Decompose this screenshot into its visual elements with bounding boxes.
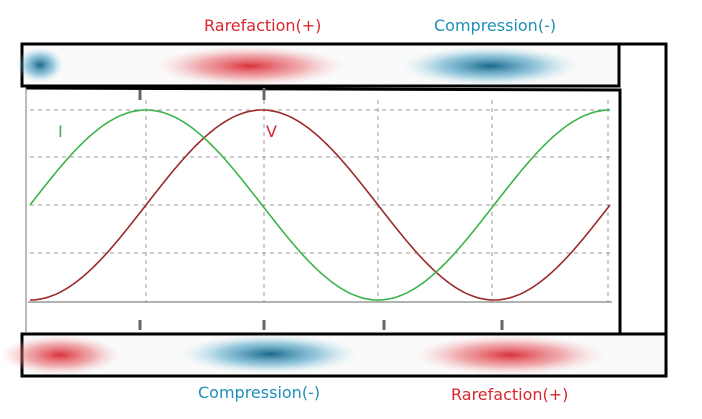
top-compression-left [16, 47, 64, 83]
bottom-compression-zone [180, 334, 360, 374]
grid [30, 100, 610, 302]
bottom-rarefaction-left [0, 335, 120, 375]
top-tube [16, 42, 621, 88]
current-curve [29, 109, 610, 301]
current-label: I [58, 122, 63, 141]
top-compression-label: Compression(-) [434, 16, 557, 35]
outer-frame-connector [619, 42, 668, 376]
bottom-rarefaction-zone [415, 335, 605, 375]
voltage-label: V [266, 122, 277, 141]
bottom-tube [0, 332, 668, 378]
bottom-rarefaction-label: Rarefaction(+) [451, 385, 569, 404]
inner-frame [25, 86, 622, 333]
voltage-curve [30, 109, 611, 301]
bottom-compression-label: Compression(-) [198, 383, 321, 402]
tick-marks [138, 88, 504, 330]
oscilloscope-panel [25, 86, 622, 333]
top-rarefaction-zone [155, 46, 345, 86]
top-rarefaction-label: Rarefaction(+) [204, 16, 322, 35]
top-compression-zone [400, 46, 580, 86]
